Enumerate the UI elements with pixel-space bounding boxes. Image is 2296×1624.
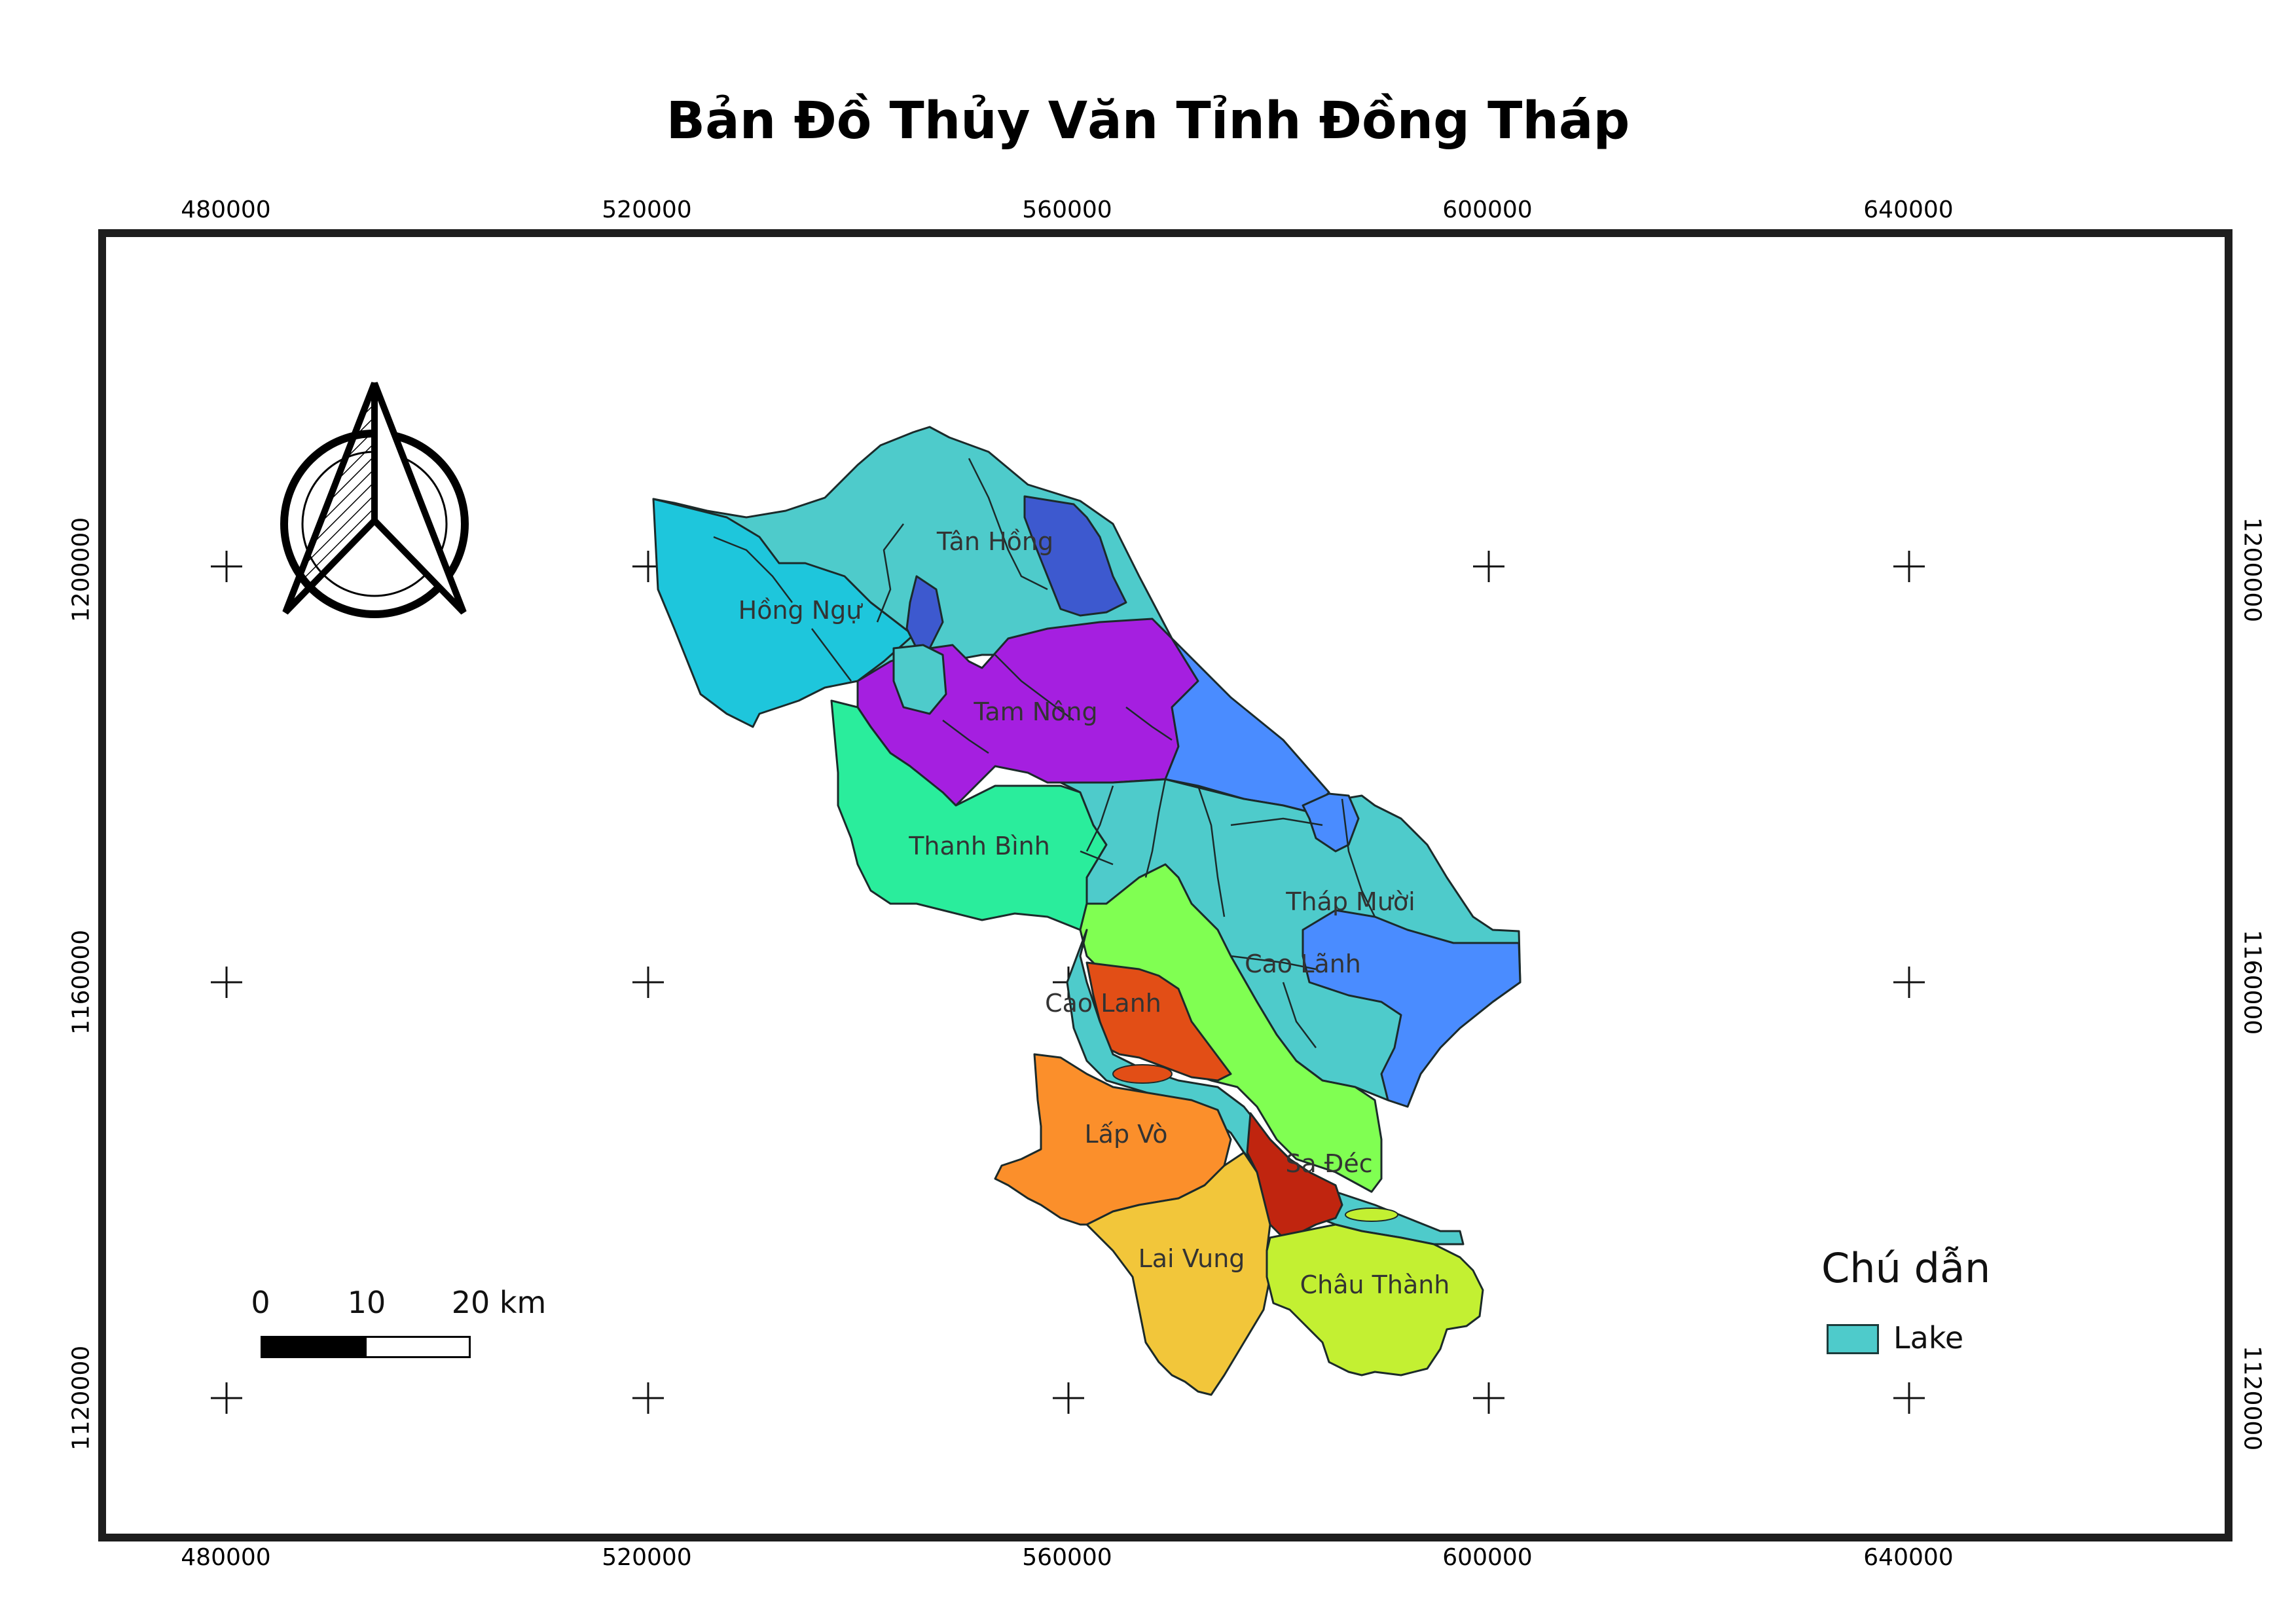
x-tick-bottom-640000: 640000 [1863, 1544, 1954, 1571]
grid-cross [1893, 1382, 1925, 1414]
label-cao-lanh-city: Cao Lanh [1045, 989, 1161, 1018]
grid-cross [1893, 967, 1925, 998]
map-title: Bản Đồ Thủy Văn Tỉnh Đồng Tháp [666, 92, 1630, 151]
legend-lake-label: Lake [1893, 1320, 1964, 1356]
label-tam-nong: Tam Nông [973, 697, 1097, 726]
grid-cross [1473, 551, 1504, 582]
legend-lake-swatch [1827, 1324, 1879, 1354]
x-tick-bottom-480000: 480000 [181, 1544, 271, 1571]
x-tick-top-480000: 480000 [181, 196, 271, 223]
grid-cross [211, 551, 242, 582]
dark-blue-zone [1023, 495, 1127, 617]
river-island [1345, 1208, 1398, 1222]
district-sa-dec [1246, 1112, 1343, 1239]
x-tick-top-560000: 560000 [1022, 196, 1112, 223]
grid-cross [632, 1382, 664, 1414]
grid-cross [632, 967, 664, 998]
blue-zone [1302, 909, 1522, 1108]
scale-label-20: 20 km [451, 1285, 547, 1320]
label-tan-hong: Tân Hồng [936, 527, 1053, 556]
label-sa-dec: Sa Đéc [1285, 1149, 1372, 1178]
district-chau-thanh [1266, 1223, 1484, 1376]
label-thanh-binh: Thanh Bình [908, 832, 1050, 860]
grid-cross [1473, 1382, 1504, 1414]
x-tick-top-520000: 520000 [602, 196, 692, 223]
district-labels: Tân Hồng Hồng Ngự Tam Nông Thanh Bình Th… [738, 527, 1450, 1299]
grid-cross [1893, 551, 1925, 582]
label-chau-thanh: Châu Thành [1300, 1270, 1450, 1299]
river-island [1112, 1064, 1173, 1084]
district-lai-vung [1085, 1151, 1271, 1396]
map-frame [98, 229, 2232, 1541]
north-arrow-icon [280, 382, 469, 618]
label-cao-lanh-district: Cao Lãnh [1245, 950, 1361, 978]
scale-label-0: 0 [251, 1285, 270, 1320]
label-hong-ngu: Hồng Ngự [738, 596, 864, 625]
x-tick-top-640000: 640000 [1863, 196, 1954, 223]
province-map [652, 426, 1522, 1396]
x-tick-bottom-520000: 520000 [602, 1544, 692, 1571]
grid-cross [211, 967, 242, 998]
grid-cross [211, 1382, 242, 1414]
legend-title: Chú dẫn [1821, 1244, 1991, 1292]
label-lap-vo: Lấp Vò [1085, 1120, 1168, 1149]
label-lai-vung: Lai Vung [1139, 1244, 1245, 1273]
internal-boundaries [713, 458, 1376, 1048]
x-tick-bottom-600000: 600000 [1442, 1544, 1533, 1571]
grid-cross [1053, 1382, 1084, 1414]
lake-patch [892, 644, 947, 715]
x-tick-bottom-560000: 560000 [1022, 1544, 1112, 1571]
x-tick-top-600000: 600000 [1442, 196, 1533, 223]
scale-bar-white-segment [365, 1336, 471, 1358]
scale-bar-black-segment [261, 1336, 367, 1358]
scale-label-10: 10 [347, 1285, 386, 1320]
label-thap-muoi: Tháp Mười [1285, 887, 1415, 916]
